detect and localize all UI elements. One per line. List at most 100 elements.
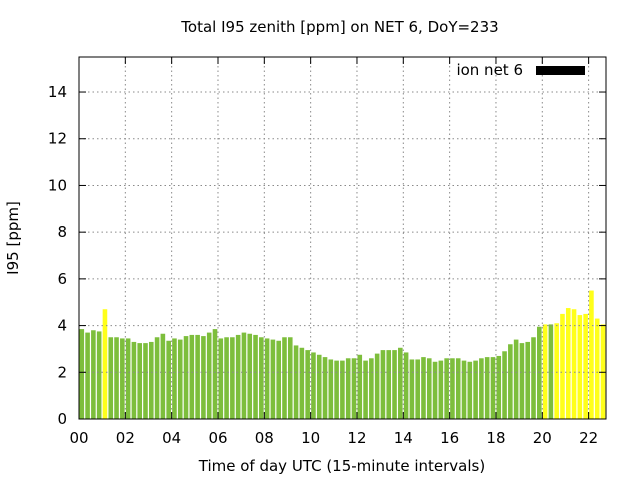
bar <box>328 359 334 419</box>
bar <box>120 338 125 419</box>
bar <box>571 309 577 419</box>
bar <box>369 358 374 419</box>
bar <box>525 341 531 419</box>
bar <box>148 341 154 419</box>
bar <box>96 331 102 419</box>
grid-lines <box>79 57 606 419</box>
bar <box>160 333 166 419</box>
x-tick-label: 12 <box>347 429 366 447</box>
bar <box>195 334 200 419</box>
bar <box>386 350 392 419</box>
bar <box>177 339 183 419</box>
bar <box>241 332 247 419</box>
bar <box>212 329 218 419</box>
bar <box>450 358 455 419</box>
bar <box>172 338 177 419</box>
bar <box>426 358 432 419</box>
bar <box>224 337 229 419</box>
x-tick-label: 20 <box>533 429 552 447</box>
bar <box>247 333 253 419</box>
bar <box>131 341 137 419</box>
y-tick-label: 8 <box>57 223 67 241</box>
x-axis-ticks: 00 02 04 06 08 10 12 14 16 18 20 22 <box>69 57 598 447</box>
bar <box>415 359 420 419</box>
bar <box>537 326 542 419</box>
bar <box>259 337 264 419</box>
y-axis-label: I95 [ppm] <box>4 201 22 275</box>
bar <box>230 337 235 419</box>
y-tick-label: 10 <box>48 176 67 194</box>
bar <box>108 337 114 419</box>
bar <box>565 308 571 419</box>
bar <box>589 290 594 419</box>
x-tick-label: 18 <box>486 429 505 447</box>
bar <box>345 358 351 419</box>
bars-group <box>79 290 606 419</box>
bar <box>409 359 415 419</box>
bar <box>340 360 345 419</box>
chart-title: Total I95 zenith [ppm] on NET 6, DoY=233 <box>180 18 498 36</box>
bar <box>554 323 559 419</box>
bar <box>357 354 363 419</box>
bar <box>548 324 554 419</box>
plot-frame <box>78 56 607 420</box>
bar <box>206 332 212 419</box>
bar <box>282 337 287 419</box>
bar <box>542 324 548 419</box>
bar <box>293 345 299 419</box>
bar <box>398 347 403 419</box>
bar <box>316 354 322 419</box>
x-tick-label: 22 <box>579 429 598 447</box>
bar <box>600 324 606 419</box>
bar <box>473 360 478 419</box>
bar <box>235 334 241 419</box>
x-tick-label: 04 <box>162 429 181 447</box>
x-tick-label: 06 <box>208 429 227 447</box>
bar <box>392 350 397 419</box>
bar <box>438 360 444 419</box>
bar <box>363 360 368 419</box>
bar <box>218 338 224 419</box>
bar <box>305 350 310 419</box>
bar <box>351 358 357 419</box>
y-tick-label: 4 <box>57 317 67 335</box>
bar <box>490 357 496 419</box>
bar <box>91 330 96 419</box>
bar <box>461 360 467 419</box>
bar <box>102 309 108 419</box>
bar <box>189 334 195 419</box>
legend: ion net 6 <box>456 61 585 79</box>
bar <box>484 357 490 419</box>
bar <box>519 343 525 419</box>
legend-swatch <box>536 66 585 75</box>
x-tick-label: 08 <box>255 429 274 447</box>
x-tick-label: 02 <box>116 429 135 447</box>
bar <box>166 340 171 419</box>
bar <box>594 318 600 419</box>
y-tick-label: 6 <box>57 270 67 288</box>
bar <box>114 337 119 419</box>
bar <box>201 336 206 419</box>
bar <box>143 343 148 419</box>
bar <box>583 313 588 419</box>
bar <box>496 355 502 419</box>
bar <box>577 315 583 419</box>
bar <box>137 343 142 419</box>
bar <box>432 361 438 419</box>
bar <box>444 358 449 419</box>
y-axis-ticks: 0 2 4 6 8 10 12 14 <box>48 83 606 428</box>
bar <box>374 353 380 419</box>
bar <box>253 334 258 419</box>
bar <box>508 344 513 419</box>
bar <box>322 357 328 419</box>
bar <box>311 352 316 419</box>
bar <box>125 338 131 419</box>
bar <box>467 361 473 419</box>
bar <box>455 358 461 419</box>
bar <box>287 337 293 419</box>
y-tick-label: 2 <box>57 363 67 381</box>
bar <box>513 339 519 419</box>
x-tick-label: 10 <box>301 429 320 447</box>
bar <box>421 357 426 419</box>
